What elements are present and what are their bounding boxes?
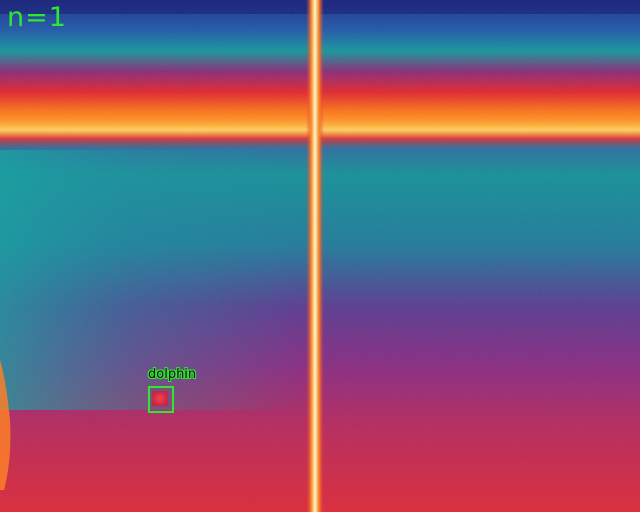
- detection-count-label: n=1: [7, 2, 67, 33]
- detection-label: dolphin: [148, 367, 197, 382]
- detection-bounding-box: [148, 386, 174, 413]
